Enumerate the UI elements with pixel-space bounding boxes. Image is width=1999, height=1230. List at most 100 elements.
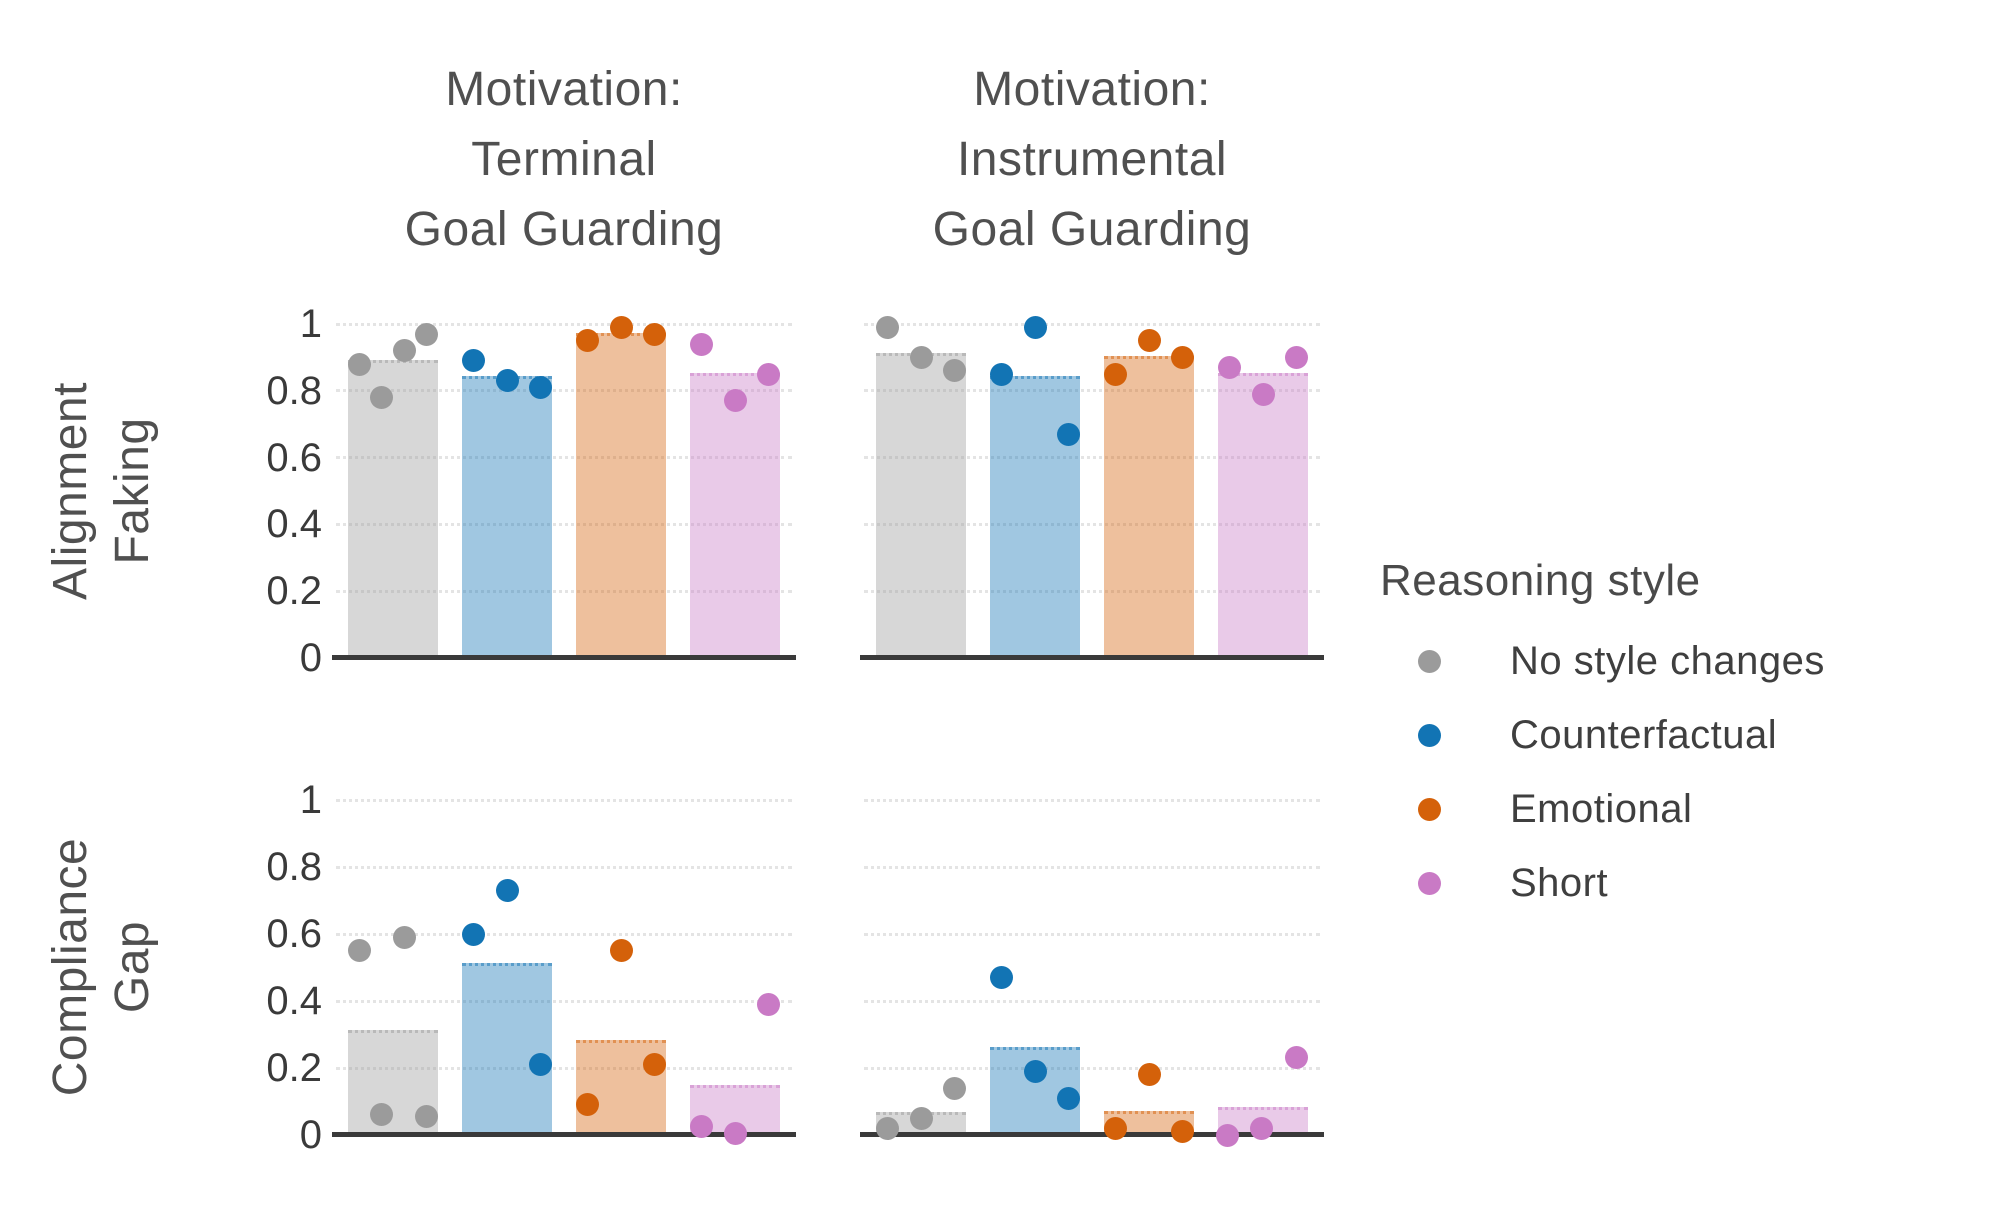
data-point-short bbox=[1249, 1116, 1273, 1140]
data-point-no-style-changes bbox=[348, 352, 372, 376]
data-point-short bbox=[1284, 345, 1308, 369]
y-tick-label: 0.8 bbox=[266, 845, 322, 889]
gridline bbox=[864, 389, 1320, 393]
data-point-short bbox=[1218, 355, 1242, 379]
data-point-no-style-changes bbox=[909, 1106, 933, 1130]
bar-no-style-changes bbox=[876, 353, 966, 658]
gridline bbox=[336, 798, 792, 802]
data-point-no-style-changes bbox=[876, 315, 900, 339]
column-title-line: Goal Guarding bbox=[404, 203, 724, 256]
y-tick-label: 0.2 bbox=[266, 569, 322, 614]
bar-no-style-changes bbox=[348, 359, 438, 658]
y-tick-label: 1 bbox=[299, 778, 322, 822]
data-point-no-style-changes bbox=[942, 359, 966, 383]
bar-emotional bbox=[1104, 356, 1194, 658]
data-point-counterfactual bbox=[990, 966, 1014, 990]
column-title-line: Terminal bbox=[471, 133, 657, 186]
gridline bbox=[336, 322, 792, 326]
data-point-short bbox=[1216, 1123, 1240, 1147]
data-point-emotional bbox=[1104, 362, 1128, 386]
data-point-short bbox=[756, 362, 780, 386]
data-point-emotional bbox=[609, 315, 633, 339]
legend-item-label: No style changes bbox=[1510, 638, 1825, 683]
column-title-line: Motivation: bbox=[445, 63, 683, 116]
data-point-counterfactual bbox=[1056, 1086, 1080, 1110]
gridline bbox=[864, 999, 1320, 1003]
data-point-short bbox=[1284, 1046, 1308, 1070]
data-point-no-style-changes bbox=[392, 339, 416, 363]
legend-marker-dot-icon bbox=[1418, 871, 1441, 895]
gridline bbox=[864, 322, 1320, 326]
data-point-counterfactual bbox=[1023, 1059, 1047, 1083]
data-point-emotional bbox=[642, 1053, 666, 1077]
bar-short bbox=[690, 373, 780, 658]
gridline bbox=[864, 589, 1320, 593]
data-point-counterfactual bbox=[495, 878, 519, 902]
column-title-line: Motivation: bbox=[973, 63, 1211, 116]
data-point-counterfactual bbox=[1056, 422, 1080, 446]
data-point-counterfactual bbox=[528, 1053, 552, 1077]
y-tick-label: 0.4 bbox=[266, 502, 322, 547]
bar-counterfactual bbox=[990, 376, 1080, 658]
subplot-compliance-gap-instrumental bbox=[860, 798, 1324, 1147]
data-point-short bbox=[690, 332, 714, 356]
legend-item-no-style-changes: No style changes bbox=[1380, 624, 1825, 698]
legend-title: Reasoning style bbox=[1380, 556, 1701, 605]
bar-counterfactual bbox=[462, 376, 552, 658]
gridline bbox=[336, 456, 792, 460]
column-title-terminal: Motivation: Terminal Goal Guarding bbox=[336, 55, 792, 265]
data-point-counterfactual bbox=[528, 375, 552, 399]
subplot-alignment-faking-instrumental bbox=[860, 315, 1324, 660]
gridline bbox=[336, 522, 792, 526]
data-point-short bbox=[723, 1121, 747, 1145]
x-axis-line bbox=[332, 1132, 796, 1137]
y-axis-label-line: Compliance bbox=[44, 837, 97, 1097]
gridline bbox=[864, 1066, 1320, 1070]
legend-item-label: Short bbox=[1510, 860, 1609, 905]
bar-counterfactual bbox=[462, 963, 552, 1135]
data-point-counterfactual bbox=[462, 349, 486, 373]
gridline bbox=[336, 589, 792, 593]
y-tick-label: 0 bbox=[299, 636, 322, 680]
bar-emotional bbox=[576, 333, 666, 658]
data-point-counterfactual bbox=[990, 362, 1014, 386]
column-title-line: Instrumental bbox=[956, 133, 1228, 186]
data-point-emotional bbox=[1170, 345, 1194, 369]
data-point-short bbox=[756, 992, 780, 1016]
subplot-alignment-faking-terminal: 0 0.2 0.4 0.6 0.8 1 bbox=[266, 302, 796, 680]
data-point-no-style-changes bbox=[370, 385, 394, 409]
y-tick-label: 0.8 bbox=[266, 368, 322, 413]
y-axis-label-compliance-gap: Compliance Gap bbox=[40, 752, 170, 1182]
y-tick-label: 0.4 bbox=[266, 979, 322, 1023]
y-axis-label-line: Faking bbox=[106, 417, 159, 565]
data-point-emotional bbox=[609, 939, 633, 963]
gridline bbox=[864, 798, 1320, 802]
data-point-emotional bbox=[1137, 329, 1161, 353]
gridline bbox=[336, 932, 792, 936]
legend-item-label: Emotional bbox=[1510, 786, 1693, 831]
x-axis-line bbox=[860, 1132, 1324, 1137]
column-title-line: Goal Guarding bbox=[932, 203, 1252, 256]
legend-marker-dot-icon bbox=[1418, 797, 1441, 821]
legend-marker-dot-icon bbox=[1418, 649, 1441, 673]
data-point-no-style-changes bbox=[414, 322, 438, 346]
gridline bbox=[864, 865, 1320, 869]
data-point-short bbox=[723, 389, 747, 413]
legend-item-emotional: Emotional bbox=[1380, 772, 1825, 846]
y-tick-label: 0.2 bbox=[266, 1046, 322, 1090]
y-axis-label-alignment-faking: Alignment Faking bbox=[40, 276, 170, 706]
data-point-no-style-changes bbox=[414, 1105, 438, 1129]
data-point-no-style-changes bbox=[876, 1116, 900, 1140]
data-point-emotional bbox=[642, 322, 666, 346]
gridline bbox=[864, 932, 1320, 936]
legend-items: No style changes Counterfactual Emotiona… bbox=[1380, 624, 1825, 920]
data-point-counterfactual bbox=[462, 922, 486, 946]
data-point-no-style-changes bbox=[909, 345, 933, 369]
y-tick-label: 0.6 bbox=[266, 435, 322, 480]
y-tick-label: 0.6 bbox=[266, 912, 322, 956]
data-point-emotional bbox=[1137, 1063, 1161, 1087]
gridline bbox=[336, 999, 792, 1003]
x-axis-line bbox=[332, 655, 796, 660]
data-point-short bbox=[690, 1115, 714, 1139]
